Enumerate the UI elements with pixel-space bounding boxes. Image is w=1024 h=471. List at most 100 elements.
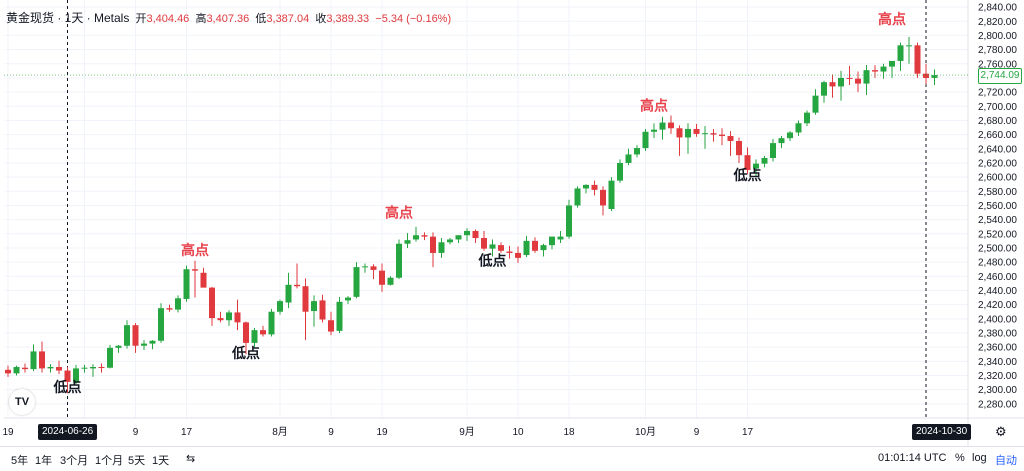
candle-body [659, 122, 666, 130]
candle-body [931, 75, 938, 78]
clock-time[interactable]: 01:01:14 UTC [878, 452, 947, 464]
candle-body [379, 270, 385, 285]
candle-body [549, 236, 555, 246]
candle-body [47, 366, 54, 369]
range-1d-button[interactable]: 1天 [152, 455, 170, 467]
candle-body [472, 230, 479, 239]
high-label: 高 [195, 13, 207, 25]
open-label: 开 [135, 13, 147, 25]
candle-body [727, 136, 734, 141]
candle-body [821, 82, 827, 96]
candle-body [73, 368, 79, 383]
log-toggle[interactable]: log [972, 452, 987, 464]
bottom-toolbar: 5年 1年 3个月 1个月 5天 1天 ⇆ 01:01:14 UTC % log… [0, 446, 1024, 471]
candle-body [311, 301, 317, 312]
y-tick-label: 2,500.00 [978, 243, 1017, 254]
candle-body [642, 131, 649, 149]
candle-body [107, 347, 113, 368]
candle-body [719, 134, 725, 137]
y-tick-label: 2,520.00 [978, 229, 1017, 240]
candle-body [149, 340, 156, 344]
candle-body [923, 73, 929, 78]
candle-body [430, 236, 436, 253]
candle-body [200, 272, 207, 288]
low-label: 低 [255, 13, 267, 25]
candle-body [812, 95, 819, 113]
candle-body [608, 180, 615, 209]
range-1m-button[interactable]: 1个月 [95, 455, 124, 467]
y-tick-label: 2,340.00 [978, 357, 1017, 368]
candle-body [829, 82, 836, 87]
range-1y-button[interactable]: 1年 [35, 455, 53, 467]
candle-body [498, 245, 504, 251]
candle-body [277, 301, 283, 312]
candle-body [685, 128, 691, 138]
candlestick-chart[interactable]: 2,280.00 2,300.00 2,320.00 2,340.00 2,360.00… [0, 0, 1024, 446]
candle-body [260, 330, 266, 335]
candle-body [880, 66, 887, 72]
candle-body [481, 238, 487, 249]
candle-body [319, 300, 326, 320]
high-point-annotation: 高点 [878, 11, 906, 28]
candle-body [753, 163, 759, 169]
date-range-calendar-icon[interactable]: ⇆ [186, 453, 196, 465]
high-value: 3,407.36 [206, 13, 250, 25]
settings-gear-icon[interactable]: ⚙ [995, 424, 1007, 439]
y-tick-label: 2,400.00 [978, 314, 1017, 325]
candle-body [651, 129, 657, 132]
candle-body [328, 320, 334, 332]
percent-toggle[interactable]: % [955, 452, 965, 464]
y-tick-label: 2,460.00 [978, 272, 1017, 283]
candle-body [234, 312, 241, 323]
crosshair-date-label: 2024-06-26 [38, 424, 98, 440]
crosshair-date-label: 2024-10-30 [912, 424, 972, 440]
tradingview-logo[interactable]: TV [9, 389, 35, 415]
candle-body [404, 240, 411, 244]
candle-body [22, 367, 28, 370]
y-tick-label: 2,580.00 [978, 187, 1017, 198]
y-tick-label: 2,420.00 [978, 300, 1017, 311]
candle-body [668, 122, 674, 129]
candle-body [141, 343, 147, 346]
candle-body [532, 240, 538, 251]
symbol-header: 黄金现货 · 1天 · Metals 开3,404.46 高3,407.36 低… [6, 9, 451, 26]
candle-body [625, 154, 632, 163]
range-5y-button[interactable]: 5年 [11, 455, 29, 467]
x-tick-label: 9 [694, 427, 700, 438]
symbol-title[interactable]: 黄金现货 · 1天 · Metals [6, 11, 130, 25]
x-tick-label: 18 [563, 427, 575, 438]
low-point-annotation: 低点 [733, 167, 762, 184]
candle-body [353, 267, 360, 297]
candle-body [804, 112, 810, 124]
candle-body [64, 370, 71, 382]
candle-body [583, 184, 589, 189]
candle-body [175, 298, 181, 310]
y-tick-label: 2,560.00 [978, 201, 1017, 212]
candle-body [243, 322, 249, 343]
y-tick-label: 2,660.00 [978, 130, 1017, 141]
y-tick-label: 2,540.00 [978, 215, 1017, 226]
range-5d-button[interactable]: 5天 [128, 455, 146, 467]
candle-body [838, 77, 844, 87]
candle-body [158, 308, 164, 341]
y-tick-label: 2,480.00 [978, 258, 1017, 269]
candle-body [302, 286, 309, 312]
x-tick-label: 10月 [635, 426, 656, 438]
candle-body [710, 133, 717, 135]
candle-body [770, 143, 776, 158]
candle-body [761, 157, 768, 164]
candle-body [591, 184, 598, 190]
range-3m-button[interactable]: 3个月 [60, 455, 89, 467]
candle-body [447, 239, 453, 243]
candle-body [39, 351, 45, 369]
candle-body [90, 366, 96, 369]
auto-toggle[interactable]: 自动 [995, 455, 1017, 467]
candle-body [634, 148, 640, 155]
candle-body [506, 251, 513, 253]
candle-body [515, 252, 521, 258]
x-tick-label: 9 [328, 427, 334, 438]
y-tick-label: 2,320.00 [978, 371, 1017, 382]
candle-body [702, 133, 708, 135]
candle-body [30, 351, 37, 370]
